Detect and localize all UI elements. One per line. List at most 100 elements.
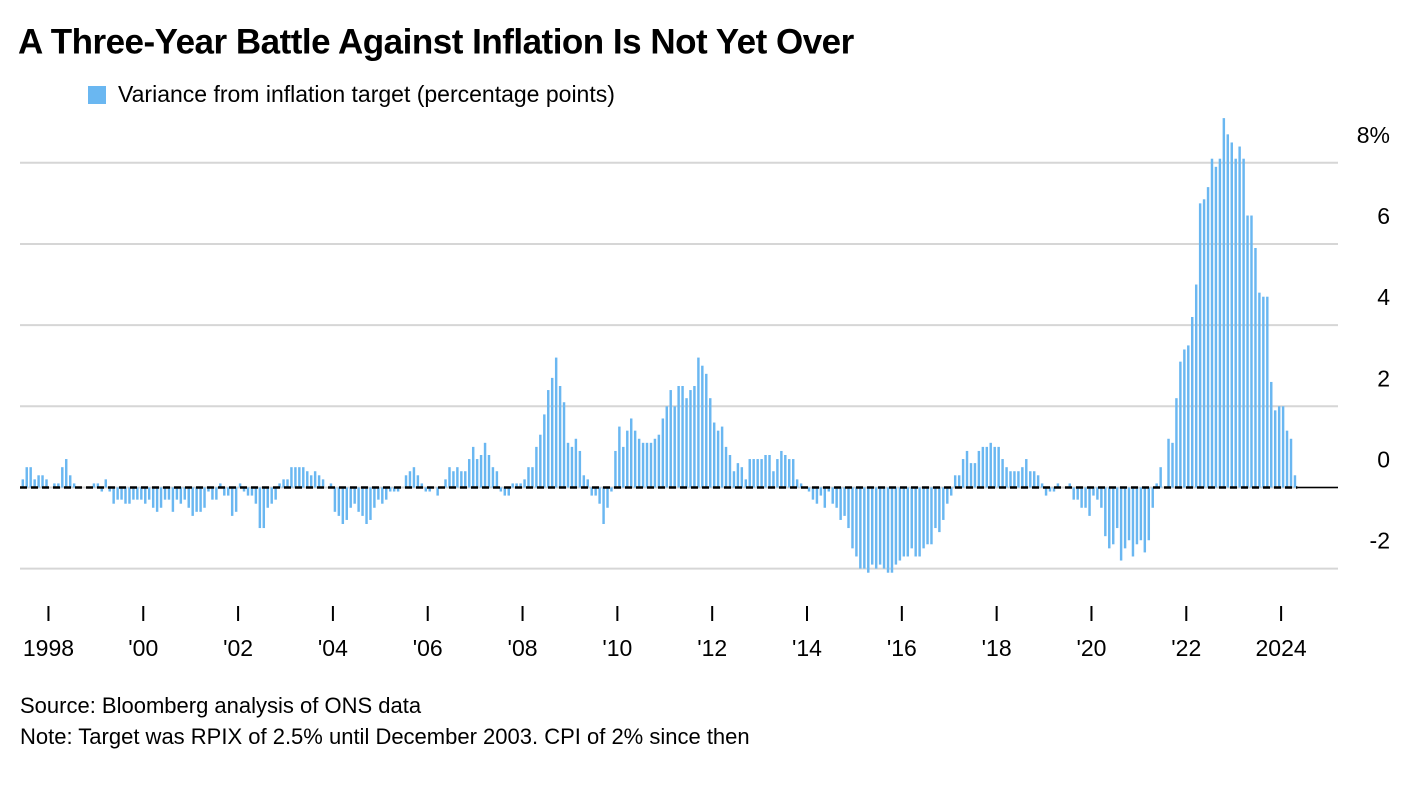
bar (416, 475, 420, 488)
bar (357, 487, 360, 512)
bar (452, 471, 455, 488)
bar (622, 446, 625, 488)
bar (282, 479, 285, 488)
bar (444, 479, 447, 488)
bar (1096, 487, 1099, 500)
bar (953, 475, 957, 488)
bar (1242, 158, 1245, 488)
bar (140, 487, 143, 500)
bar (499, 487, 503, 492)
bar (242, 487, 246, 492)
bar (25, 467, 28, 488)
bar (681, 386, 684, 488)
bar (464, 471, 467, 488)
bar (906, 487, 909, 557)
bar (33, 479, 36, 488)
bar (448, 467, 451, 488)
bar (381, 487, 384, 504)
bar (1234, 158, 1237, 488)
bar (337, 487, 341, 516)
bar (246, 487, 250, 496)
bar (566, 442, 570, 488)
bar (859, 487, 862, 569)
bar (1115, 487, 1119, 529)
bar (1017, 471, 1020, 488)
bar (855, 487, 858, 557)
x-tick-label: '02 (223, 635, 253, 661)
bar (361, 487, 364, 516)
bar (167, 487, 171, 500)
bar (705, 373, 708, 488)
bar (1273, 410, 1277, 488)
bar (270, 487, 273, 504)
bar (175, 487, 179, 500)
chart-title: A Three-Year Battle Against Inflation Is… (18, 22, 855, 61)
y-tick-label: -2 (1370, 528, 1390, 554)
bar (183, 487, 186, 500)
x-tick-label: 2024 (1256, 635, 1307, 661)
x-tick-label: '00 (128, 635, 158, 661)
bar (626, 430, 629, 488)
bar (629, 418, 633, 488)
bar (72, 483, 76, 488)
bar (641, 442, 645, 488)
bar (1036, 475, 1040, 488)
bar (507, 487, 510, 496)
bar (574, 438, 578, 488)
bar (238, 483, 242, 488)
bar (645, 442, 649, 488)
bar (57, 483, 60, 488)
bar (1025, 459, 1028, 488)
bar (199, 487, 202, 512)
bar (187, 487, 190, 508)
bar (1001, 459, 1004, 488)
bar (1218, 158, 1222, 488)
bar (586, 479, 589, 488)
bar (578, 450, 582, 488)
bar (614, 450, 617, 488)
bar (278, 483, 281, 488)
bar (37, 475, 40, 488)
bar (1202, 199, 1206, 488)
bar (511, 483, 514, 488)
bar (195, 487, 198, 512)
bar (930, 487, 933, 545)
bar (345, 487, 348, 520)
bar (108, 487, 111, 492)
bar (1167, 438, 1170, 488)
bar (570, 446, 574, 488)
bar (1052, 487, 1056, 492)
bar (843, 487, 846, 516)
bar (408, 471, 412, 488)
bar (1254, 248, 1257, 488)
bar (661, 418, 665, 488)
bar (1013, 471, 1016, 488)
bar (207, 487, 210, 492)
bar (1076, 487, 1079, 500)
bar (116, 487, 119, 500)
bar (689, 390, 692, 488)
bar (807, 487, 811, 492)
bar (1262, 296, 1265, 488)
bar (819, 487, 823, 496)
bar (784, 455, 787, 488)
bar (756, 459, 759, 488)
bar (227, 487, 230, 496)
bar (934, 487, 937, 529)
bar (748, 459, 751, 488)
bar (515, 483, 518, 488)
bar (957, 475, 961, 488)
bar (1179, 361, 1182, 488)
bar (701, 365, 704, 488)
bar (926, 487, 929, 545)
bar (776, 459, 779, 488)
bar (1277, 406, 1281, 488)
bar (329, 483, 333, 488)
bar (993, 446, 996, 488)
bar (558, 386, 562, 488)
bar (874, 487, 878, 569)
bar (657, 434, 661, 488)
bar (266, 487, 269, 508)
